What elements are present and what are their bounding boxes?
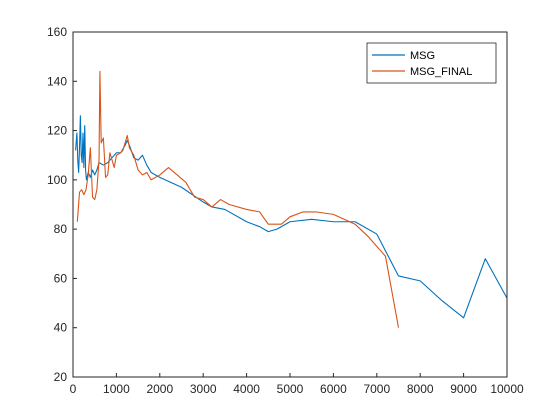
y-tick-label: 100: [47, 173, 67, 187]
x-axis: 0 1000 2000 3000 4000 5000 6000 7000 8000 9000 100…: [70, 373, 524, 396]
y-axis: 20 40 60 80 100 120 140 160: [47, 25, 77, 384]
legend-label-msg-final: MSG_FINAL: [410, 66, 472, 78]
x-tick-label: 8000: [407, 382, 434, 396]
plot-area: [73, 32, 507, 377]
x-tick-label: 5000: [277, 382, 304, 396]
x-tick-label: 1000: [103, 382, 130, 396]
y-tick-label: 60: [54, 271, 68, 285]
series-line-msg-final: [76, 70, 400, 328]
series-layer: [75, 70, 508, 328]
x-tick-label: 6000: [320, 382, 347, 396]
x-tick-label: 10000: [490, 382, 524, 396]
legend-box: [366, 42, 497, 84]
x-tick-label: 7000: [363, 382, 390, 396]
x-tick-label: 4000: [233, 382, 260, 396]
y-tick-label: 80: [54, 222, 68, 236]
x-tick-label: 0: [70, 382, 77, 396]
y-tick-label: 160: [47, 25, 67, 39]
legend-label-msg: MSG: [410, 50, 435, 62]
legend: MSG MSG_FINAL: [366, 42, 497, 84]
y-tick-label: 120: [47, 124, 67, 138]
x-tick-label: 9000: [450, 382, 477, 396]
y-tick-label: 20: [54, 370, 68, 384]
x-tick-label: 2000: [146, 382, 173, 396]
y-tick-label: 40: [54, 321, 68, 335]
x-tick-label: 3000: [190, 382, 217, 396]
y-tick-label: 140: [47, 74, 67, 88]
